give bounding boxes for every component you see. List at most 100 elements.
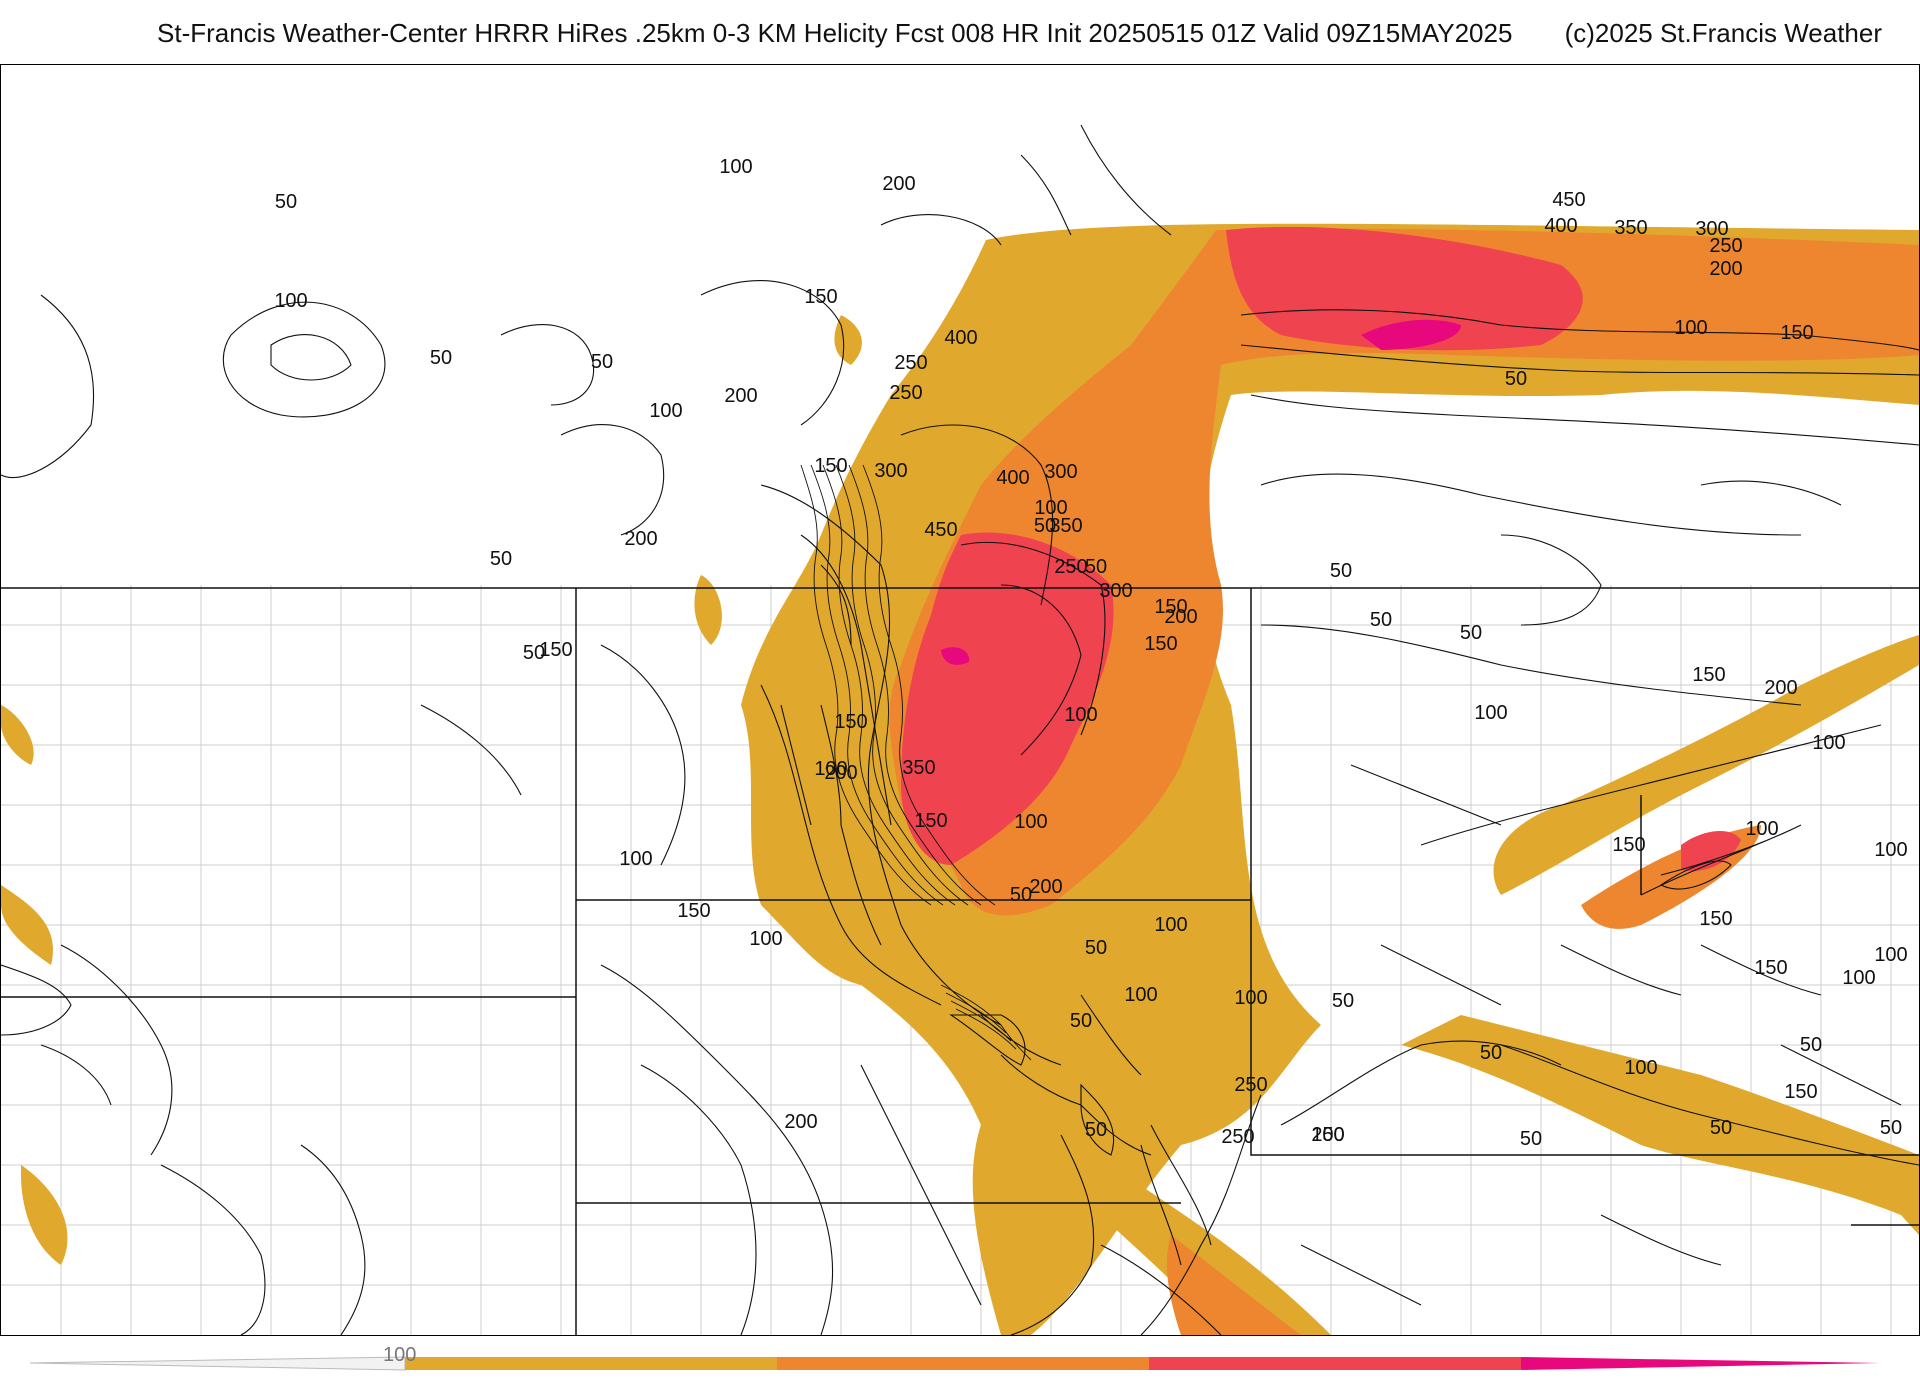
contour-label: 50	[1330, 560, 1352, 582]
colorbar-low-tip	[30, 1356, 406, 1371]
contour-label: 100	[619, 848, 652, 870]
contour-label: 50	[1460, 622, 1482, 644]
contour-label: 50	[523, 642, 545, 664]
contour-label: 100	[1874, 944, 1907, 966]
contour-label: 350	[1614, 217, 1647, 239]
contour-label: 50	[1070, 1010, 1092, 1032]
contour-label: 200	[1029, 876, 1062, 898]
contour-label: 200	[1164, 606, 1197, 628]
contour-label: 100	[1124, 984, 1157, 1006]
contour-label: 200	[1764, 677, 1797, 699]
contour-label: 450	[1552, 189, 1585, 211]
contour-label: 50	[1010, 884, 1032, 906]
map-panel: 100 200 50 100 50 150 50 200 100 250 400 250 150 300 2…	[0, 64, 1920, 1336]
contour-label: 200	[1311, 1124, 1344, 1146]
contour-label: 100	[274, 290, 307, 312]
contour-label: 150	[1144, 633, 1177, 655]
contour-label: 400	[944, 327, 977, 349]
contour-label: 250	[1054, 556, 1087, 578]
contour-label: 450	[924, 519, 957, 541]
contour-label: 50	[1800, 1034, 1822, 1056]
colorbar-seg-2	[777, 1357, 1149, 1370]
copyright-text: (c)2025 St.Francis Weather	[1564, 18, 1882, 48]
contour-label: 300	[1695, 218, 1728, 240]
contour-label: 250	[889, 382, 922, 404]
contour-label: 100	[1014, 811, 1047, 833]
contour-label: 200	[624, 528, 657, 550]
contour-label: 50	[1085, 937, 1107, 959]
contour-lines	[1, 124, 1919, 1335]
contour-label: 100	[1064, 704, 1097, 726]
contour-label: 100	[1034, 497, 1067, 519]
terrain-contours	[800, 464, 1032, 1061]
contour-label: 50	[1085, 1119, 1107, 1141]
contour-label: 100	[1674, 317, 1707, 339]
contour-label: 250	[894, 352, 927, 374]
contour-label: 400	[1544, 215, 1577, 237]
colorbar-seg-1	[405, 1357, 777, 1370]
contour-label: 150	[1692, 664, 1725, 686]
colorbar-seg-3	[1149, 1357, 1521, 1370]
contour-label: 50	[430, 347, 452, 369]
contour-label: 100	[1154, 914, 1187, 936]
contour-label: 50	[1880, 1117, 1902, 1139]
contour-label: 300	[874, 460, 907, 482]
chart-title: St-Francis Weather-Center HRRR HiRes .25…	[0, 14, 1920, 54]
contour-label: 150	[1612, 834, 1645, 856]
contour-label: 50	[1480, 1042, 1502, 1064]
contour-label: 300	[1044, 461, 1077, 483]
contour-label: 250	[1709, 235, 1742, 257]
contour-label: 150	[1699, 908, 1732, 930]
contour-label: 400	[996, 467, 1029, 489]
contour-label: 250	[1221, 1126, 1254, 1148]
contour-label: 100	[749, 928, 782, 950]
contour-label: 150	[1311, 1124, 1344, 1146]
colorbar	[30, 1356, 1880, 1371]
contour-label: 200	[882, 173, 915, 195]
contour-label: 150	[914, 810, 947, 832]
contour-label: 100	[1474, 702, 1507, 724]
contour-label: 100	[814, 758, 847, 780]
contour-label: 250	[1234, 1074, 1267, 1096]
contour-label: 50	[1505, 368, 1527, 390]
contour-label: 50	[1332, 990, 1354, 1012]
contour-label: 150	[1754, 957, 1787, 979]
contour-label: 50	[1370, 609, 1392, 631]
contour-label: 150	[834, 711, 867, 733]
contour-label: 350	[1049, 515, 1082, 537]
colorbar-tick-label: 100	[383, 1344, 417, 1366]
contour-label: 300	[1099, 580, 1132, 602]
contour-label: 350	[902, 757, 935, 779]
contour-label: 50	[1085, 556, 1107, 578]
contour-label: 100	[1812, 732, 1845, 754]
colorbar-high-tip	[1521, 1357, 1880, 1370]
contour-label: 100	[1842, 967, 1875, 989]
contour-label: 100	[649, 400, 682, 422]
contour-label: 100	[1624, 1057, 1657, 1079]
contour-label: 50	[591, 351, 613, 373]
contour-label: 50	[490, 548, 512, 570]
contour-label: 200	[724, 385, 757, 407]
shade-layer-400	[941, 319, 1461, 665]
title-text: St-Francis Weather-Center HRRR HiRes .25…	[157, 18, 1513, 48]
contour-label: 100	[1234, 987, 1267, 1009]
contour-label: 200	[1709, 258, 1742, 280]
contour-label: 150	[804, 286, 837, 308]
shade-layer-300	[901, 226, 1741, 872]
contour-label: 150	[814, 455, 847, 477]
contour-label: 150	[1154, 596, 1187, 618]
contour-label: 50	[275, 191, 297, 213]
contour-label: 200	[824, 762, 857, 784]
contour-label: 100	[1874, 839, 1907, 861]
contour-label: 100	[719, 156, 752, 178]
contour-label: 50	[1710, 1117, 1732, 1139]
contour-label: 150	[1780, 322, 1813, 344]
contour-label: 150	[677, 900, 710, 922]
contour-label: 100	[1745, 818, 1778, 840]
contour-label: 200	[784, 1111, 817, 1133]
contour-label: 50	[1034, 515, 1056, 537]
contour-label: 50	[1520, 1128, 1542, 1150]
contour-label: 150	[539, 639, 572, 661]
